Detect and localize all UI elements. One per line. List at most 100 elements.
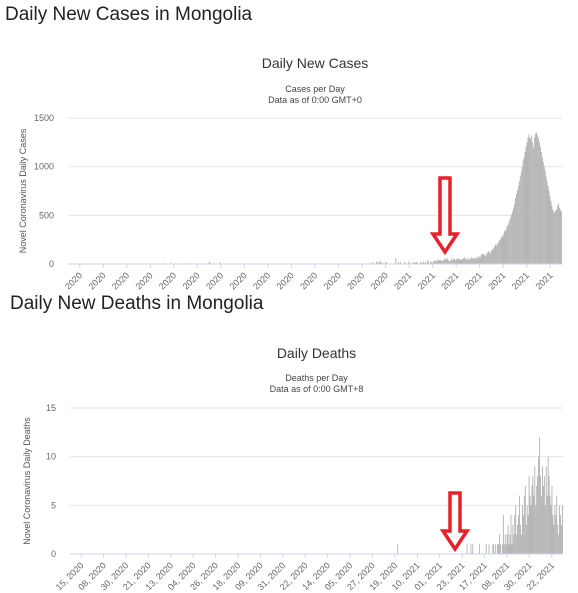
deaths-bar <box>541 495 542 554</box>
cases-bar <box>472 258 473 264</box>
cases-bar <box>467 260 469 264</box>
deaths-bar <box>542 485 544 554</box>
cases-bar <box>534 137 536 264</box>
cases-bar <box>377 262 379 264</box>
cases-x-tick-label: 2020 <box>110 270 131 290</box>
cases-bar <box>400 262 402 264</box>
deaths-bar <box>521 505 523 554</box>
cases-x-tick-label: 2020 <box>134 270 155 290</box>
cases-bar <box>561 211 562 264</box>
cases-bar <box>550 200 552 264</box>
cases-bar <box>423 261 424 264</box>
deaths-bar <box>508 544 510 554</box>
cases-bar <box>444 259 446 264</box>
cases-bar <box>557 205 559 264</box>
cases-bar <box>496 243 498 264</box>
cases-x-tick-label: 2021 <box>510 270 531 290</box>
cases-y-axis-label: Novel Coronavirus Daily Cases <box>18 128 28 253</box>
deaths-bar <box>539 437 540 554</box>
cases-bar <box>540 152 542 264</box>
cases-bar <box>499 239 501 264</box>
deaths-bar <box>524 485 526 554</box>
cases-bar <box>518 181 520 264</box>
cases-bar <box>453 258 455 264</box>
cases-bar <box>433 261 435 264</box>
cases-bar <box>512 211 514 264</box>
deaths-chart-subtitle: Data as of 0:00 GMT+8 <box>270 384 364 394</box>
cases-bar <box>470 259 471 264</box>
cases-bar <box>486 253 488 264</box>
cases-x-tick-label: 2021 <box>392 270 413 290</box>
cases-x-tick-label: 2020 <box>275 270 296 290</box>
cases-bar <box>488 251 490 264</box>
cases-bar <box>469 259 470 264</box>
cases-bar <box>384 262 386 264</box>
deaths-bar <box>497 544 499 554</box>
cases-bar <box>376 261 378 264</box>
cases-bar <box>516 193 517 264</box>
deaths-bar <box>533 495 535 554</box>
deaths-bar <box>502 515 504 554</box>
cases-bar <box>427 262 429 264</box>
cases-x-tick-label: 2021 <box>486 270 507 290</box>
cases-x-tick-label: 2021 <box>439 270 460 290</box>
deaths-bar <box>544 505 546 554</box>
cases-bar <box>520 171 522 264</box>
deaths-bar <box>495 544 497 554</box>
cases-bar <box>554 212 556 264</box>
cases-bar <box>447 258 448 264</box>
deaths-bar <box>543 476 545 554</box>
deaths-bar <box>509 534 511 554</box>
cases-bar <box>436 261 438 264</box>
cases-bar <box>549 195 551 264</box>
cases-bar <box>407 261 409 264</box>
deaths-bar <box>519 495 520 554</box>
cases-bar <box>530 139 532 264</box>
cases-bar <box>514 203 515 264</box>
cases-bar <box>539 142 540 264</box>
deaths-bar <box>551 485 553 554</box>
cases-bar <box>456 258 458 264</box>
cases-x-tick-label: 2020 <box>228 270 249 290</box>
cases-bar <box>548 191 550 264</box>
deaths-bar <box>500 544 501 554</box>
deaths-bar <box>526 505 528 554</box>
cases-bar <box>560 209 561 264</box>
deaths-bar <box>397 544 398 554</box>
deaths-bar <box>503 544 505 554</box>
cases-bar <box>536 132 537 264</box>
cases-bar <box>529 137 531 264</box>
cases-bar <box>454 260 456 264</box>
cases-x-tick-label: 2020 <box>157 270 178 290</box>
deaths-bar <box>547 456 549 554</box>
cases-bar <box>475 256 477 264</box>
deaths-bar <box>528 476 530 554</box>
deaths-bar <box>538 456 540 554</box>
cases-bar <box>477 257 479 264</box>
cases-bar <box>432 261 434 264</box>
deaths-heading: Daily New Deaths in Mongolia <box>10 293 264 314</box>
cases-bar <box>505 230 507 264</box>
deaths-bar <box>558 534 560 554</box>
cases-bar <box>458 258 460 264</box>
cases-bar <box>416 262 418 264</box>
cases-bar <box>455 259 457 264</box>
deaths-bar <box>549 495 551 554</box>
deaths-bar <box>550 505 552 554</box>
cases-bar <box>465 259 467 264</box>
deaths-bar <box>559 505 560 554</box>
cases-bar <box>461 259 463 264</box>
cases-bar <box>519 176 521 264</box>
deaths-bar <box>506 534 508 554</box>
deaths-bar <box>479 544 480 554</box>
cases-bar <box>528 134 530 264</box>
cases-bar <box>425 262 426 264</box>
cases-chart-subtitle: Cases per Day <box>285 84 345 94</box>
deaths-bar <box>523 495 525 554</box>
deaths-bar <box>518 515 519 554</box>
cases-bar <box>479 257 481 264</box>
cases-bar <box>485 255 487 264</box>
cases-bar <box>497 242 499 264</box>
